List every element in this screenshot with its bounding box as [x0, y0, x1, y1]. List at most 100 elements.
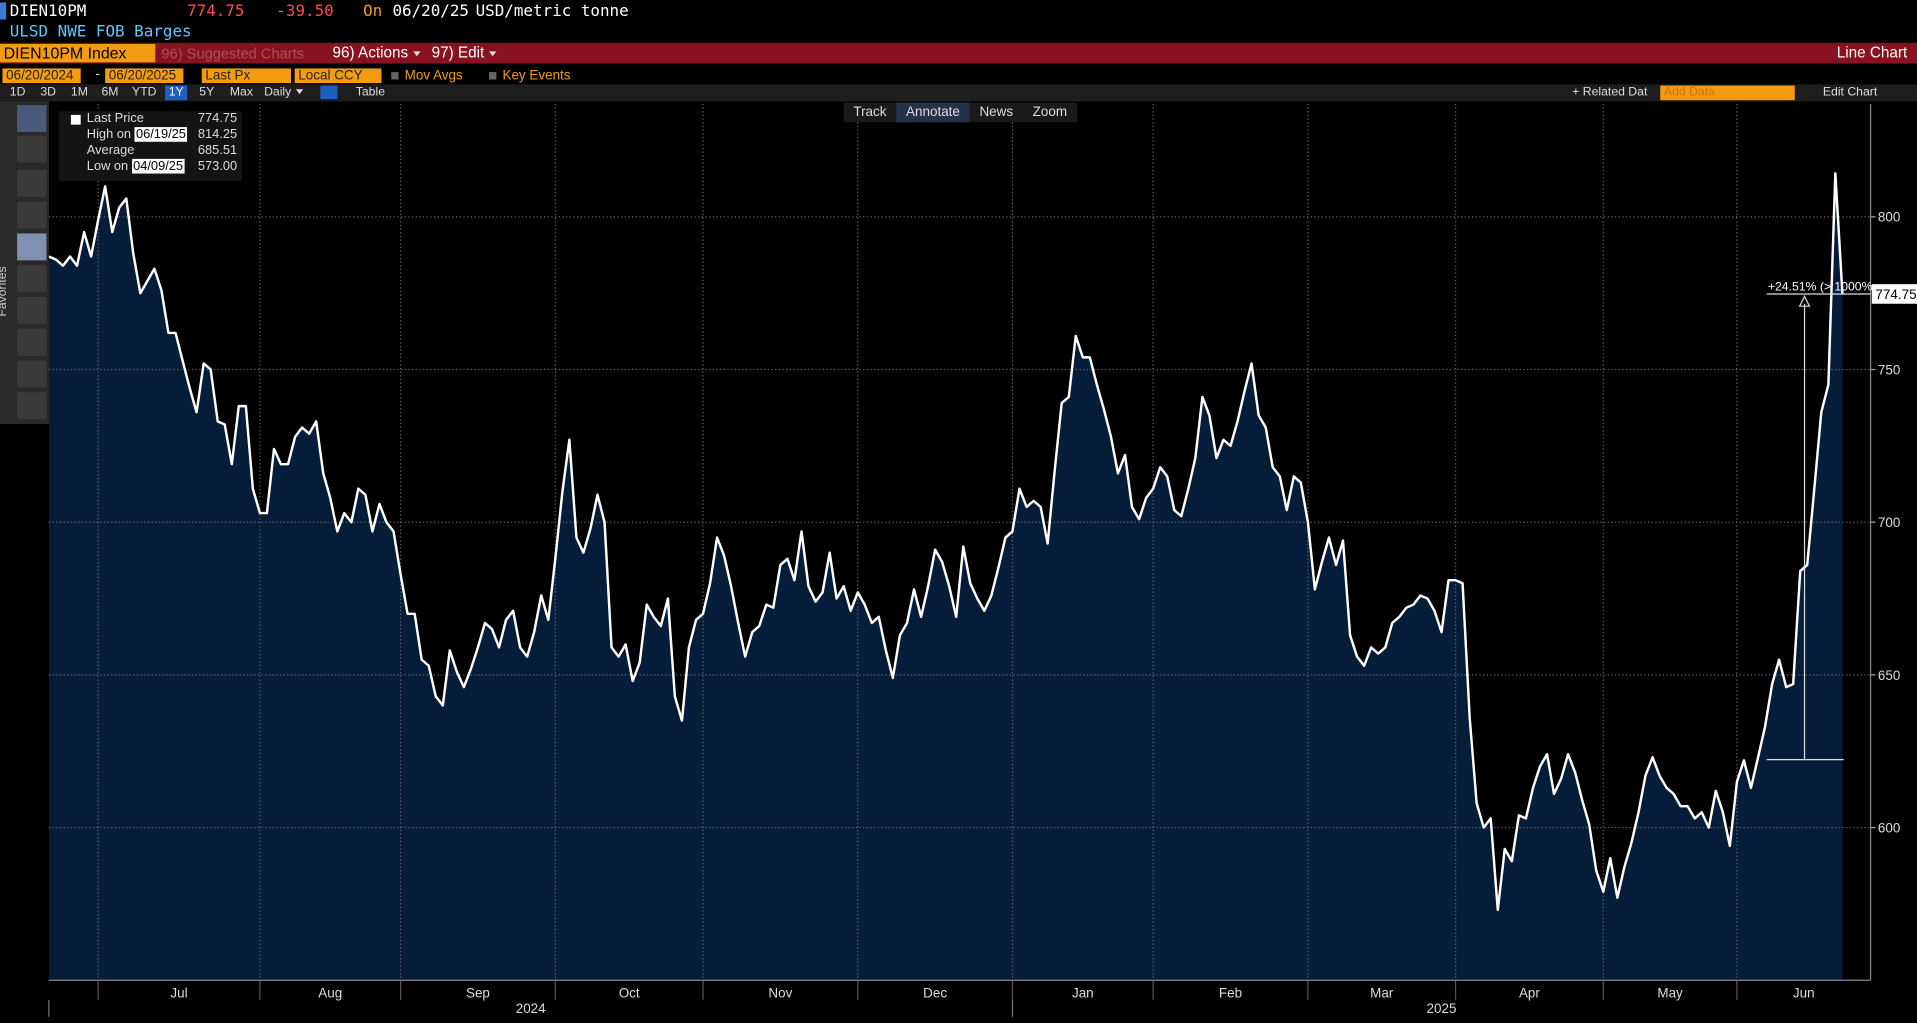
legend-row: Last Price 774.75 — [59, 111, 242, 127]
date: 06/20/25 — [392, 2, 470, 21]
tool-button[interactable] — [17, 265, 47, 293]
legend-swatch — [70, 114, 81, 125]
suggested-charts[interactable]: 96) Suggested Charts — [161, 45, 305, 63]
stat-date: 04/09/25 — [131, 158, 185, 174]
measure-label: +24.51% (> 1000% — [1768, 279, 1873, 293]
period-bar — [0, 84, 1917, 102]
checkbox[interactable] — [391, 72, 399, 80]
arrow-head — [1798, 295, 1811, 307]
stat-value: 814.25 — [197, 127, 238, 142]
actions-menu[interactable]: 96) Actions — [333, 44, 421, 61]
stat-label: Average — [86, 142, 135, 158]
favorites[interactable]: Favorites — [0, 266, 10, 317]
period-button[interactable]: YTD — [132, 85, 157, 99]
stat-label: High on — [86, 127, 132, 142]
x-tick-label: Oct — [619, 985, 640, 1000]
period-button[interactable]: 1Y — [165, 85, 188, 101]
tool-button[interactable] — [17, 233, 47, 261]
last-price-tag — [1871, 284, 1917, 304]
x-tick-label: Jun — [1793, 985, 1815, 1000]
x-tick-label: May — [1657, 985, 1683, 1000]
end-date[interactable]: 06/20/2025 — [105, 68, 184, 84]
y-tick-label: 700 — [1878, 515, 1900, 530]
y-tick-label: 750 — [1878, 362, 1900, 377]
edit-chart[interactable]: Edit Chart — [1822, 85, 1878, 99]
stat-label: Low on — [86, 158, 129, 174]
tool-button[interactable] — [17, 201, 47, 229]
key-events-label: Key Events — [502, 68, 571, 84]
legend-row: High on 06/19/25 814.25 — [59, 127, 242, 143]
chart-type: Line Chart — [1836, 43, 1908, 62]
side-toolbar: Favorites — [0, 101, 49, 425]
year-label: 2024 — [516, 1001, 546, 1016]
dropdown-arrow — [413, 50, 421, 56]
period-button[interactable]: Max — [229, 85, 253, 99]
checkbox[interactable] — [489, 72, 497, 80]
period-button[interactable]: 6M — [101, 85, 119, 99]
zoom[interactable]: Zoom — [1032, 105, 1068, 120]
price-line — [48, 172, 1844, 912]
y-tick-label: 600 — [1878, 820, 1900, 835]
chart-tools: Track Annotate News Zoom — [843, 102, 1077, 123]
period-button[interactable]: 1M — [70, 85, 88, 99]
legend-row: Low on 04/09/25 573.00 — [59, 158, 242, 175]
dropdown-arrow — [489, 50, 497, 56]
toolbar — [0, 42, 1917, 64]
on-label: On — [363, 2, 383, 21]
start-date[interactable]: 06/20/2024 — [2, 68, 81, 84]
tool-button[interactable] — [17, 105, 47, 132]
track[interactable]: Track — [853, 105, 887, 120]
dropdown-arrow — [296, 89, 304, 95]
tool-button[interactable] — [17, 392, 47, 420]
chart-icon[interactable] — [320, 85, 338, 99]
x-tick-label: Nov — [768, 985, 792, 1000]
tool-button[interactable] — [17, 135, 47, 163]
ticker: DIEN10PM — [9, 2, 87, 21]
x-tick-label: Aug — [318, 985, 342, 1000]
x-tick-label: Sep — [466, 985, 490, 1000]
frequency[interactable]: Daily — [260, 86, 307, 101]
add-data-input[interactable]: Add Data — [1660, 85, 1795, 101]
x-tick-label: Feb — [1219, 985, 1242, 1000]
y-tick-label: 650 — [1878, 668, 1900, 683]
table-button[interactable]: Table — [355, 85, 385, 99]
currency-select[interactable]: Local CCY — [294, 68, 382, 84]
stat-date: 06/19/25 — [134, 127, 188, 142]
x-tick-label: Apr — [1519, 985, 1540, 1000]
annotate[interactable]: Annotate — [896, 102, 970, 123]
legend-value: 774.75 — [197, 111, 238, 126]
y-tick-label: 800 — [1878, 210, 1900, 225]
edit-menu[interactable]: 97) Edit — [432, 44, 497, 61]
x-tick-label: Jan — [1072, 985, 1094, 1000]
mov-avgs-label: Mov Avgs — [404, 68, 463, 84]
price: 774.75 — [187, 2, 245, 21]
mov-avgs[interactable]: Mov Avgs — [391, 68, 463, 83]
field-select[interactable]: Last Px — [201, 68, 291, 84]
period-button[interactable]: 1D — [9, 85, 26, 99]
legend: Last Price 774.75 High on 06/19/25 814.25 A… — [58, 111, 243, 181]
description: ULSD NWE FOB Barges — [9, 23, 192, 42]
legend-label: Last Price — [86, 111, 144, 126]
period-button[interactable]: 5Y — [199, 85, 215, 99]
frequency-label: Daily — [264, 85, 292, 99]
period-button[interactable]: 3D — [40, 85, 56, 99]
edit-label: 97) Edit — [431, 43, 485, 62]
related-data[interactable]: + Related Dat — [1572, 85, 1648, 99]
key-events[interactable]: Key Events — [489, 68, 571, 84]
change: -39.50 — [276, 2, 334, 21]
x-tick-label: Mar — [1370, 985, 1394, 1000]
date-dash: - — [95, 67, 100, 82]
tool-button[interactable] — [17, 360, 47, 388]
x-tick-label: Dec — [923, 985, 947, 1000]
tool-button[interactable] — [17, 296, 47, 324]
tool-button[interactable] — [17, 169, 47, 197]
legend-row: Average 685.51 — [59, 143, 242, 159]
security[interactable]: DIEN10PM Index — [0, 43, 156, 63]
stat-value: 573.00 — [197, 158, 238, 174]
unit: USD/metric tonne — [475, 2, 629, 21]
tool-button[interactable] — [17, 328, 47, 356]
cursor — [0, 2, 7, 20]
news[interactable]: News — [979, 105, 1014, 120]
last-price-label: 774.75 — [1875, 287, 1916, 302]
